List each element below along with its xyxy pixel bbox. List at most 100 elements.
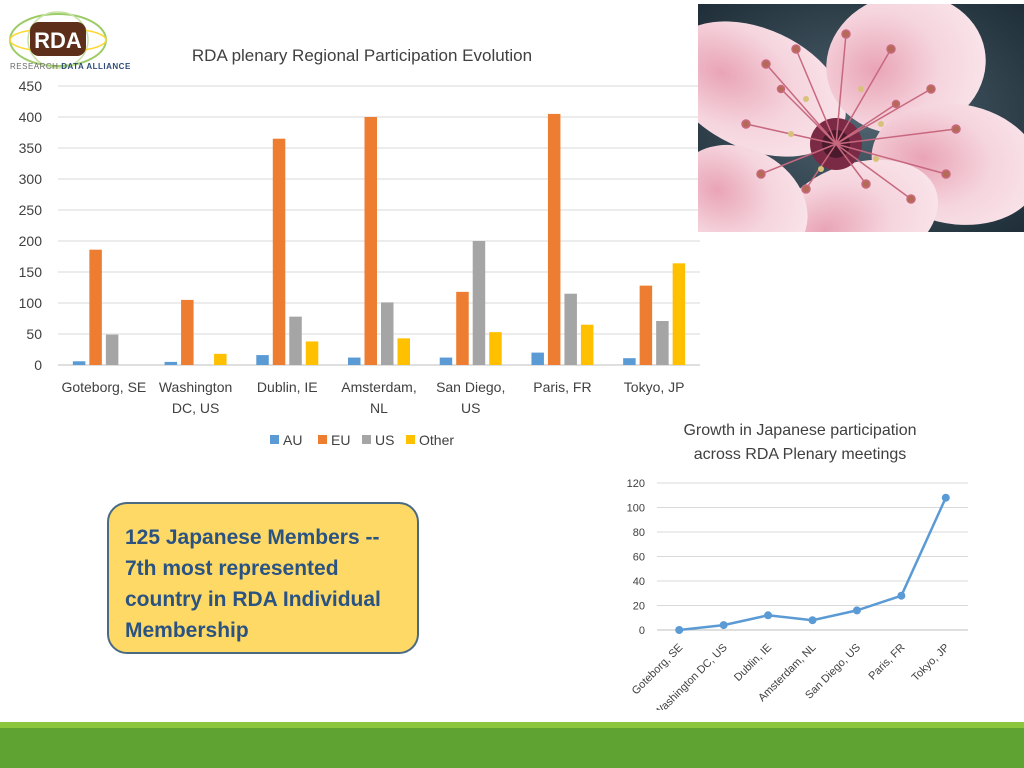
bar-us-3: [381, 302, 394, 365]
line-x-tick-label: Paris, FR: [867, 642, 908, 683]
line-y-tick-label: 80: [633, 527, 645, 539]
bar-eu-3: [364, 117, 377, 365]
legend-swatch-us: [362, 435, 371, 444]
line-point-0: [675, 626, 684, 634]
bar-x-tick-label: Tokyo, JP: [624, 379, 685, 395]
logo-mark: RDA: [34, 28, 82, 53]
bar-eu-0: [89, 249, 102, 365]
line-point-3: [808, 616, 817, 625]
bar-other-4: [489, 332, 502, 365]
legend-label-other: Other: [419, 432, 454, 448]
bar-y-tick-label: 450: [19, 78, 43, 94]
bar-us-0: [105, 334, 119, 365]
bar-other-1: [214, 353, 227, 365]
bar-au-5: [531, 352, 544, 365]
logo-line1: RESEARCH: [10, 62, 59, 71]
bar-eu-6: [639, 285, 653, 365]
logo-line2: DATA ALLIANCE: [61, 62, 131, 71]
bar-x-tick-label: San Diego,: [436, 379, 505, 395]
bar-y-tick-label: 50: [26, 326, 42, 342]
bar-other-3: [397, 338, 410, 365]
legend-swatch-other: [406, 435, 415, 444]
bar-other-6: [672, 263, 686, 365]
line-point-2: [764, 611, 773, 620]
bar-us-2: [289, 316, 302, 365]
cherry-blossom-photo: [698, 4, 1024, 232]
bar-au-0: [72, 361, 86, 365]
bar-y-tick-label: 300: [19, 171, 43, 187]
bar-eu-1: [181, 299, 194, 365]
line-x-tick-label: Tokyo, JP: [910, 642, 952, 684]
bar-y-tick-label: 250: [19, 202, 43, 218]
bar-chart-legend: AU EU US Other: [270, 432, 454, 448]
line-chart-y-axis: 0 20 40 60 80 100 120: [627, 478, 645, 637]
line-y-tick-label: 100: [627, 503, 645, 515]
rda-logo: RDA: [6, 8, 116, 72]
bar-y-tick-label: 0: [34, 357, 42, 373]
line-x-tick-label: Dublin, IE: [732, 642, 774, 684]
line-y-tick-label: 120: [627, 478, 645, 490]
bar-other-2: [305, 341, 319, 365]
legend-label-us: US: [375, 432, 394, 448]
line-point-1: [719, 621, 728, 630]
bar-us-6: [656, 320, 669, 365]
bar-x-tick-label: Amsterdam,: [341, 379, 416, 395]
line-point-6: [941, 493, 950, 502]
callout-line-3: country in RDA Individual: [125, 588, 381, 611]
bar-chart-title: RDA plenary Regional Participation Evolu…: [192, 46, 532, 65]
line-y-tick-label: 0: [639, 625, 645, 637]
bar-x-tick-label: Paris, FR: [533, 379, 591, 395]
legend-swatch-au: [270, 435, 279, 444]
callout-line-4: Membership: [125, 619, 249, 642]
footer-bar: [0, 728, 1024, 768]
line-chart-series: [675, 493, 950, 634]
bar-chart: RDA plenary Regional Participation Evolu…: [19, 46, 700, 448]
bar-au-2: [256, 355, 269, 365]
bar-au-3: [348, 357, 361, 365]
bar-eu-4: [456, 291, 469, 365]
line-chart-grid: [657, 482, 968, 631]
bar-chart-x-axis: Goteborg, SE Washington DC, US Dublin, IE Am…: [61, 379, 684, 416]
bar-chart-y-axis: 0 50 100 150 200 250 300 350 400 450: [19, 78, 43, 373]
bar-y-tick-label: 150: [19, 264, 43, 280]
rda-globe-logo-icon: RDA: [9, 11, 107, 69]
bar-y-tick-label: 400: [19, 109, 43, 125]
bar-y-tick-label: 100: [19, 295, 43, 311]
line-series-path: [679, 497, 947, 632]
bar-x-tick-label: Dublin, IE: [257, 379, 318, 395]
footer-accent-stripe: [0, 722, 1024, 728]
line-point-4: [852, 606, 861, 615]
line-point-5: [897, 591, 906, 600]
bar-au-1: [164, 361, 178, 365]
bar-au-4: [439, 357, 453, 365]
bar-x-tick-label: US: [461, 400, 480, 416]
bar-x-tick-label: DC, US: [172, 400, 219, 416]
bar-us-5: [564, 293, 577, 365]
line-y-tick-label: 40: [633, 576, 645, 588]
line-chart: Growth in Japanese participation across …: [627, 422, 968, 710]
bar-chart-bars: [72, 113, 686, 366]
line-x-tick-label: Washington DC, US: [652, 642, 730, 710]
bar-x-tick-label: NL: [370, 400, 388, 416]
legend-swatch-eu: [318, 435, 327, 444]
japanese-members-callout: 125 Japanese Members -- 7th most represe…: [107, 502, 419, 654]
line-chart-title-line-1: Growth in Japanese participation: [683, 422, 916, 439]
bar-y-tick-label: 350: [19, 140, 43, 156]
bar-other-5: [580, 324, 594, 365]
line-y-tick-label: 20: [633, 601, 645, 613]
cherry-blossom-image: [698, 4, 1024, 232]
bar-y-tick-label: 200: [19, 233, 43, 249]
line-y-tick-label: 60: [633, 552, 645, 564]
bar-x-tick-label: Washington: [159, 379, 232, 395]
bar-eu-5: [547, 113, 561, 366]
bar-x-tick-label: Goteborg, SE: [61, 379, 146, 395]
line-chart-title-line-2: across RDA Plenary meetings: [694, 446, 907, 463]
callout-line-1: 125 Japanese Members --: [125, 526, 380, 549]
bar-au-6: [623, 358, 636, 365]
bar-chart-grid: [58, 85, 700, 366]
callout-line-2: 7th most represented: [125, 557, 339, 580]
legend-label-au: AU: [283, 432, 302, 448]
legend-label-eu: EU: [331, 432, 350, 448]
bar-us-4: [472, 241, 486, 365]
